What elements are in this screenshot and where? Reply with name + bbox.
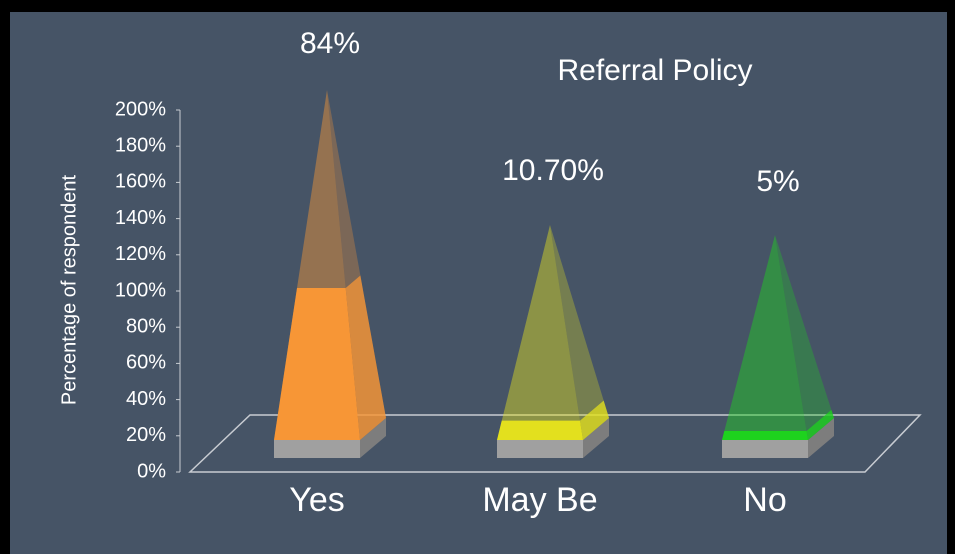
y-tick-label: 180% [115,134,166,156]
y-axis-label: Percentage of respondent [58,174,80,405]
y-tick-label: 160% [115,171,166,193]
y-tick-label: 140% [115,207,166,229]
plot-background [10,12,947,554]
y-tick-label: 20% [126,424,166,446]
pyramid-fill-side [345,275,386,440]
y-tick-label: 80% [126,315,166,337]
pyramid-ghost-side [775,235,834,440]
value-label: 10.70% [502,154,604,187]
y-tick-label: 120% [115,243,166,265]
y-tick-label: 0% [137,460,166,482]
y-tick-label: 40% [126,388,166,410]
pyramid-ghost [722,235,808,440]
pyramid-ghost [497,225,583,440]
floor [188,414,922,473]
y-tick-label: 100% [115,279,166,301]
base-slab-side [360,418,386,458]
x-tick-label: May Be [482,481,597,519]
pyramid-fill [274,287,360,440]
pyramid-fill-side [806,409,834,440]
pyramid-fill [722,430,808,440]
y-tick-label: 60% [126,352,166,374]
base-slab [497,440,583,458]
value-label: 84% [300,27,360,60]
base-slab [722,440,808,458]
y-tick-label: 200% [115,98,166,120]
pyramid-fill [497,420,583,440]
base-slab-side [808,418,834,458]
chart-title: Referral Policy [557,54,752,87]
base-slab [274,440,360,458]
base-slab-side [583,418,609,458]
pyramid-fill-side [580,400,609,440]
value-label: 5% [756,165,799,198]
x-tick-label: Yes [289,481,344,519]
pyramid-ghost-side [550,225,609,440]
x-tick-label: No [743,481,786,519]
